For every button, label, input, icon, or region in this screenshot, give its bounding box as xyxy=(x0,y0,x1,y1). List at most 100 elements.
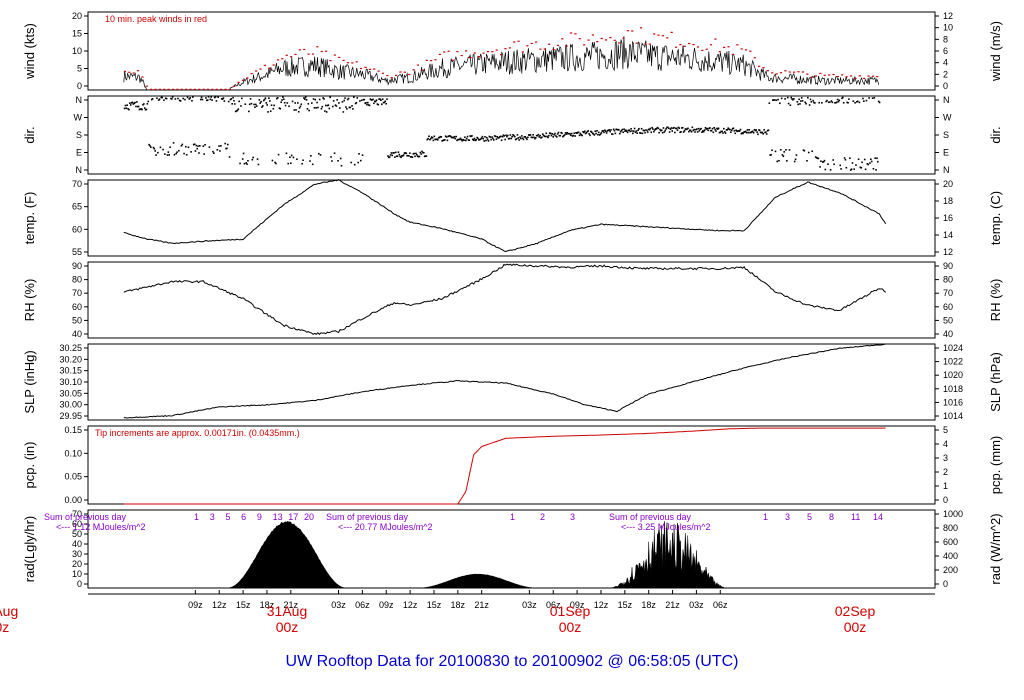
direction-point xyxy=(584,132,587,135)
direction-point xyxy=(739,128,742,131)
right-axis-label: pcp. (mm) xyxy=(988,436,1003,495)
direction-point xyxy=(742,132,744,135)
direction-point xyxy=(347,97,350,100)
direction-point xyxy=(861,161,863,164)
direction-point xyxy=(578,134,581,137)
direction-point xyxy=(279,107,282,110)
direction-point xyxy=(301,162,303,165)
direction-point xyxy=(517,137,520,139)
left-tick-label: 50 xyxy=(72,529,82,539)
direction-point xyxy=(339,157,342,160)
direction-point xyxy=(520,137,522,140)
peak-wind-mark xyxy=(740,48,743,50)
direction-point xyxy=(297,110,300,113)
direction-point xyxy=(319,154,322,156)
direction-point xyxy=(527,136,529,139)
left-tick-label: N xyxy=(76,165,83,175)
direction-point xyxy=(311,163,314,166)
direction-point xyxy=(804,101,807,104)
right-tick-label: 1000 xyxy=(943,509,963,519)
hour-label: 5 xyxy=(225,512,230,522)
direction-point xyxy=(304,96,307,99)
direction-point xyxy=(684,128,687,130)
direction-point xyxy=(268,97,270,99)
left-tick-label: 20 xyxy=(72,11,82,21)
direction-point xyxy=(830,100,833,102)
direction-point xyxy=(835,101,837,104)
daily-sum-label: Sum of previous day xyxy=(326,512,409,522)
direction-point xyxy=(553,133,555,136)
direction-point xyxy=(842,96,844,99)
direction-point xyxy=(643,129,646,132)
direction-point xyxy=(688,129,691,132)
direction-point xyxy=(165,97,168,100)
direction-point xyxy=(362,98,365,101)
peak-wind-mark xyxy=(491,51,494,53)
direction-point xyxy=(611,133,614,136)
peak-wind-mark xyxy=(552,48,555,51)
direction-point xyxy=(235,110,238,112)
direction-point xyxy=(366,103,368,106)
direction-point xyxy=(255,105,258,107)
direction-point xyxy=(457,138,460,141)
direction-point xyxy=(356,97,359,99)
peak-wind-mark xyxy=(202,88,205,90)
left-tick-label: 55 xyxy=(72,247,82,257)
right-tick-label: 50 xyxy=(943,315,953,325)
peak-wind-mark xyxy=(443,51,446,53)
direction-point xyxy=(803,149,806,152)
direction-point xyxy=(305,99,308,101)
direction-point xyxy=(637,129,639,132)
direction-point xyxy=(765,131,767,133)
direction-point xyxy=(476,136,478,139)
direction-point xyxy=(785,149,787,151)
right-tick-label: 0 xyxy=(943,81,948,91)
panel-frame xyxy=(87,11,936,91)
peak-wind-mark xyxy=(749,50,752,52)
direction-point xyxy=(669,128,672,130)
direction-point xyxy=(173,153,176,156)
left-tick-label: 70 xyxy=(72,288,82,298)
peak-wind-mark xyxy=(408,73,411,76)
daily-sum-label: Sum of previous day xyxy=(44,512,127,522)
direction-point xyxy=(660,129,663,132)
direction-point xyxy=(365,101,367,104)
direction-point xyxy=(253,103,255,106)
direction-point xyxy=(823,159,826,162)
direction-point xyxy=(849,157,851,159)
right-tick-label: N xyxy=(943,95,950,105)
direction-point xyxy=(210,96,212,98)
right-tick-label: N xyxy=(943,165,950,175)
direction-point xyxy=(836,98,839,101)
direction-point xyxy=(714,128,716,131)
direction-point xyxy=(570,132,573,135)
direction-point xyxy=(192,96,194,98)
direction-point xyxy=(744,131,746,133)
direction-point xyxy=(654,128,657,130)
direction-point xyxy=(767,129,770,131)
direction-point xyxy=(579,132,582,135)
direction-point xyxy=(494,135,497,138)
direction-point xyxy=(745,131,748,134)
direction-point xyxy=(422,151,424,154)
direction-point xyxy=(234,110,237,113)
direction-point xyxy=(727,127,730,129)
panel-2: 55 60 65 70 12 14 16 18 20 temp. (F) temp. (C) xyxy=(22,178,1003,257)
direction-point xyxy=(477,137,479,140)
direction-point xyxy=(815,156,818,159)
peak-wind-mark xyxy=(543,48,546,50)
direction-point xyxy=(697,127,700,130)
direction-point xyxy=(207,96,210,98)
direction-point xyxy=(265,102,268,104)
peak-wind-mark xyxy=(723,46,726,49)
right-tick-label: 18 xyxy=(943,196,953,206)
direction-point xyxy=(510,137,513,140)
direction-point xyxy=(218,145,220,147)
direction-point xyxy=(478,139,480,141)
direction-point xyxy=(446,139,449,142)
peak-wind-mark xyxy=(311,53,315,55)
peak-wind-mark xyxy=(521,51,525,53)
direction-point xyxy=(152,146,155,149)
direction-point xyxy=(497,137,499,139)
left-tick-label: 40 xyxy=(72,539,82,549)
